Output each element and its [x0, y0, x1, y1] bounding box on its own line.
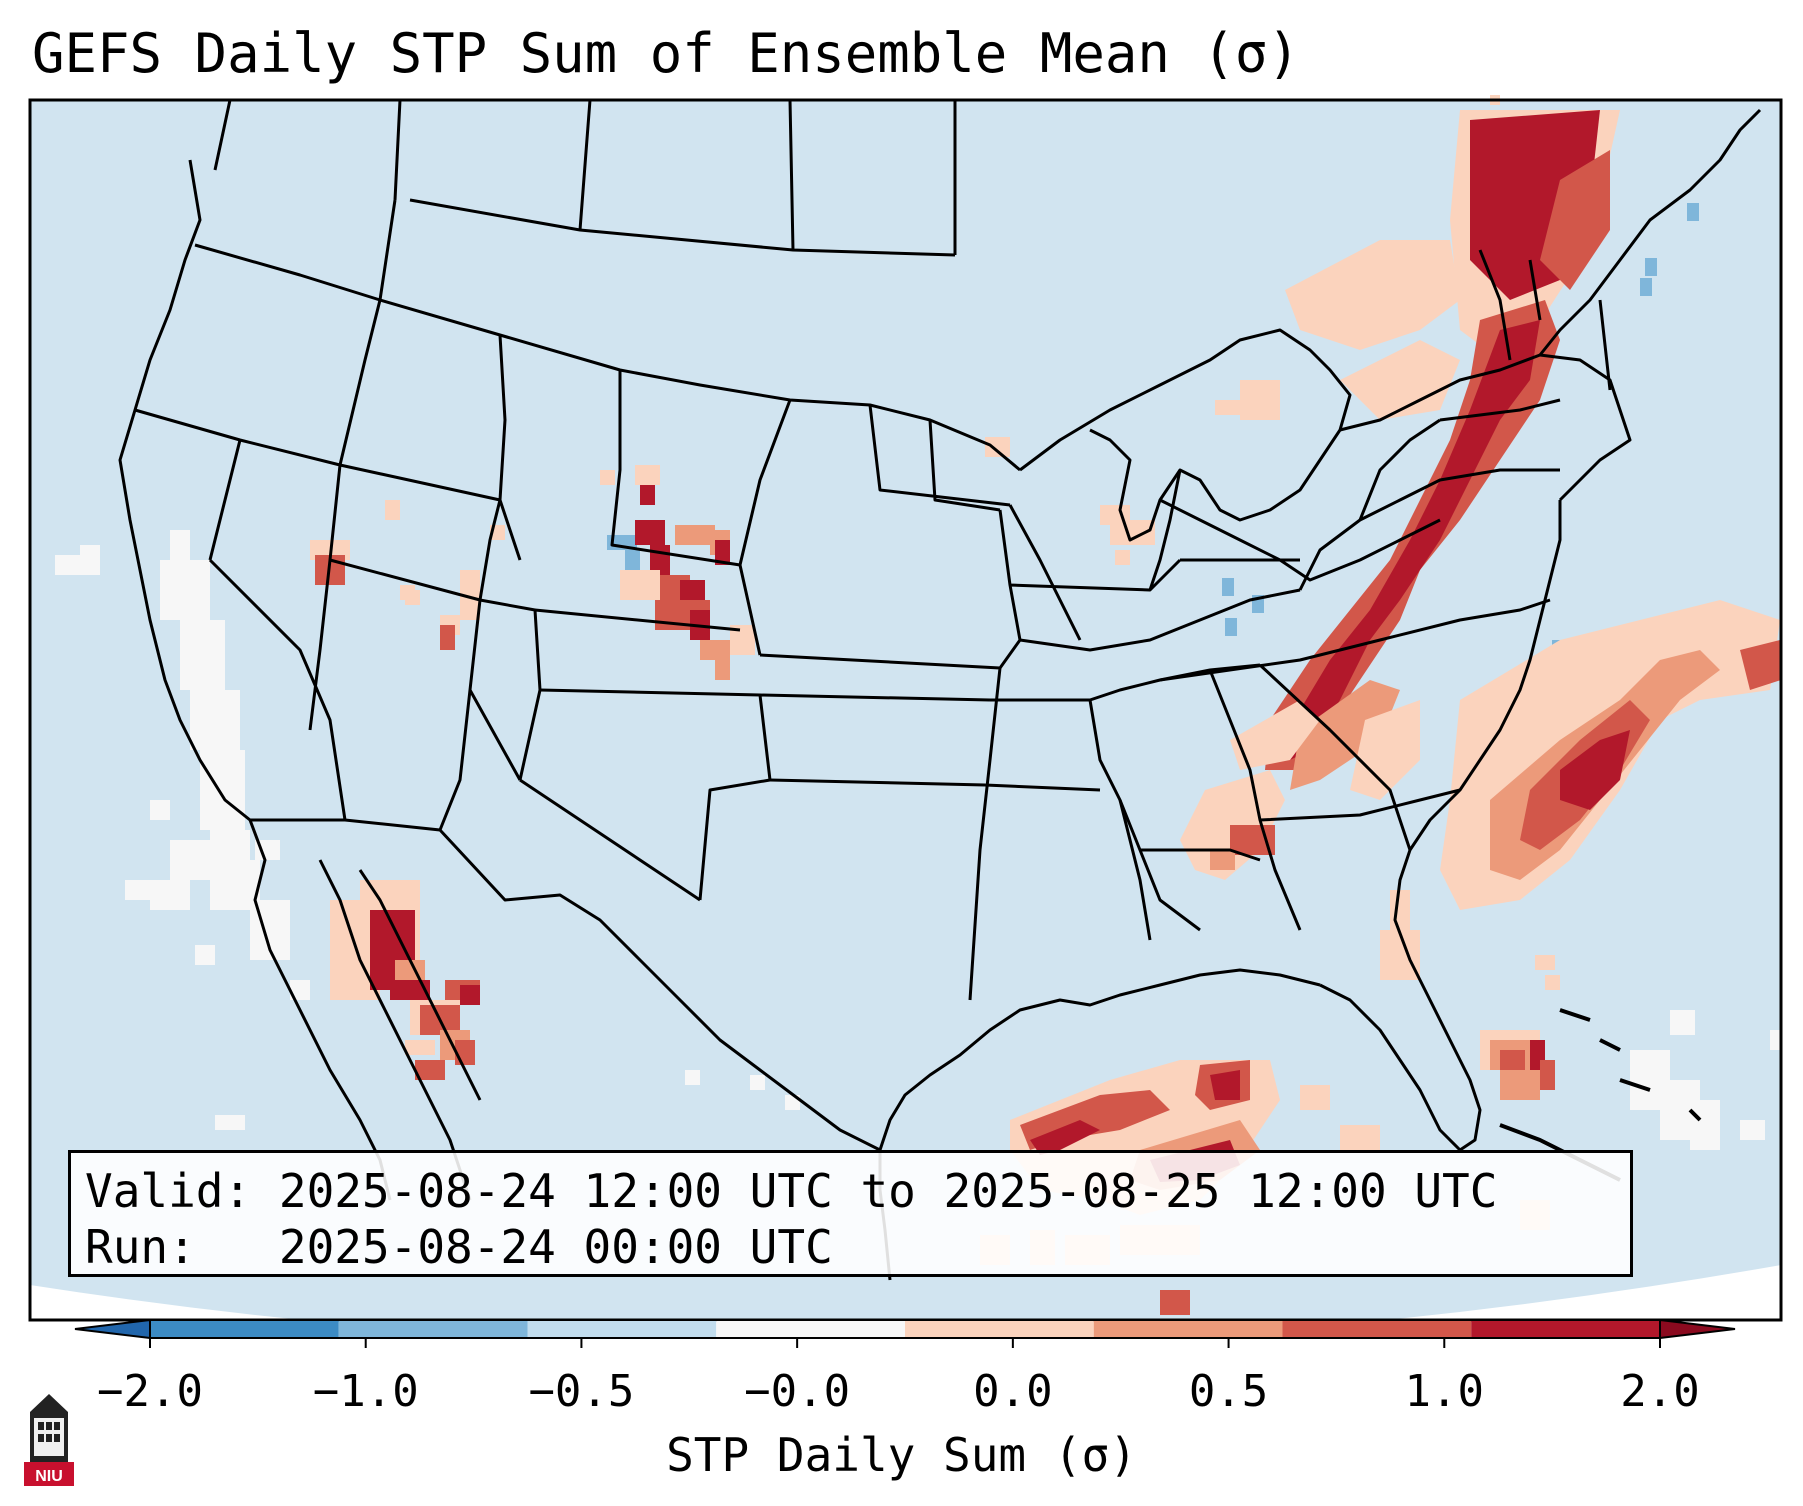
niu-logo-icon: NIU	[24, 1394, 74, 1486]
colorbar-segment	[1471, 1320, 1660, 1338]
colorbar-extend-low	[74, 1318, 151, 1340]
run-label: Run:	[85, 1220, 196, 1274]
colorbar-tick-label: −2.0	[97, 1366, 203, 1417]
colorbar-label: STP Daily Sum (σ)	[666, 1428, 1137, 1482]
run-row: Run: 2025-08-24 00:00 UTC	[85, 1219, 1616, 1275]
colorbar-tick-label: 1.0	[1404, 1366, 1485, 1417]
valid-row: Valid: 2025-08-24 12:00 UTC to 2025-08-2…	[85, 1163, 1616, 1219]
valid-value: 2025-08-24 12:00 UTC to 2025-08-25 12:00…	[278, 1164, 1498, 1218]
valid-run-infobox: Valid: 2025-08-24 12:00 UTC to 2025-08-2…	[68, 1150, 1633, 1277]
boundary-lines	[118, 99, 1762, 1281]
logo-text: NIU	[35, 1468, 63, 1485]
map-title: GEFS Daily STP Sum of Ensemble Mean (σ)	[32, 22, 1300, 85]
colorbar-segment	[1093, 1320, 1283, 1338]
colorbar-tick-label: −0.5	[528, 1366, 635, 1417]
colorbar-tick-label: −1.0	[312, 1366, 419, 1417]
colorbar-segment	[150, 1320, 339, 1338]
colorbar-segment	[1282, 1320, 1472, 1338]
colorbar-segment	[905, 1320, 1094, 1338]
pacific-neutral-patches	[55, 530, 1781, 1150]
colorbar-tick-label: 0.5	[1188, 1366, 1269, 1417]
colorbar-segment	[716, 1320, 905, 1338]
colorbar-frame	[149, 1319, 1661, 1339]
colorbar-tick-label: 2.0	[1620, 1366, 1700, 1417]
run-value: 2025-08-24 00:00 UTC	[278, 1220, 833, 1274]
colorbar-tick-label: −0.0	[744, 1366, 851, 1417]
colorbar-segment	[338, 1320, 528, 1338]
colorbar-tick-label: 0.0	[973, 1366, 1053, 1417]
valid-label: Valid:	[85, 1164, 252, 1218]
colorbar-segment	[527, 1320, 717, 1338]
colorbar-extend-high	[1659, 1318, 1736, 1340]
colorbar	[74, 1318, 1736, 1348]
